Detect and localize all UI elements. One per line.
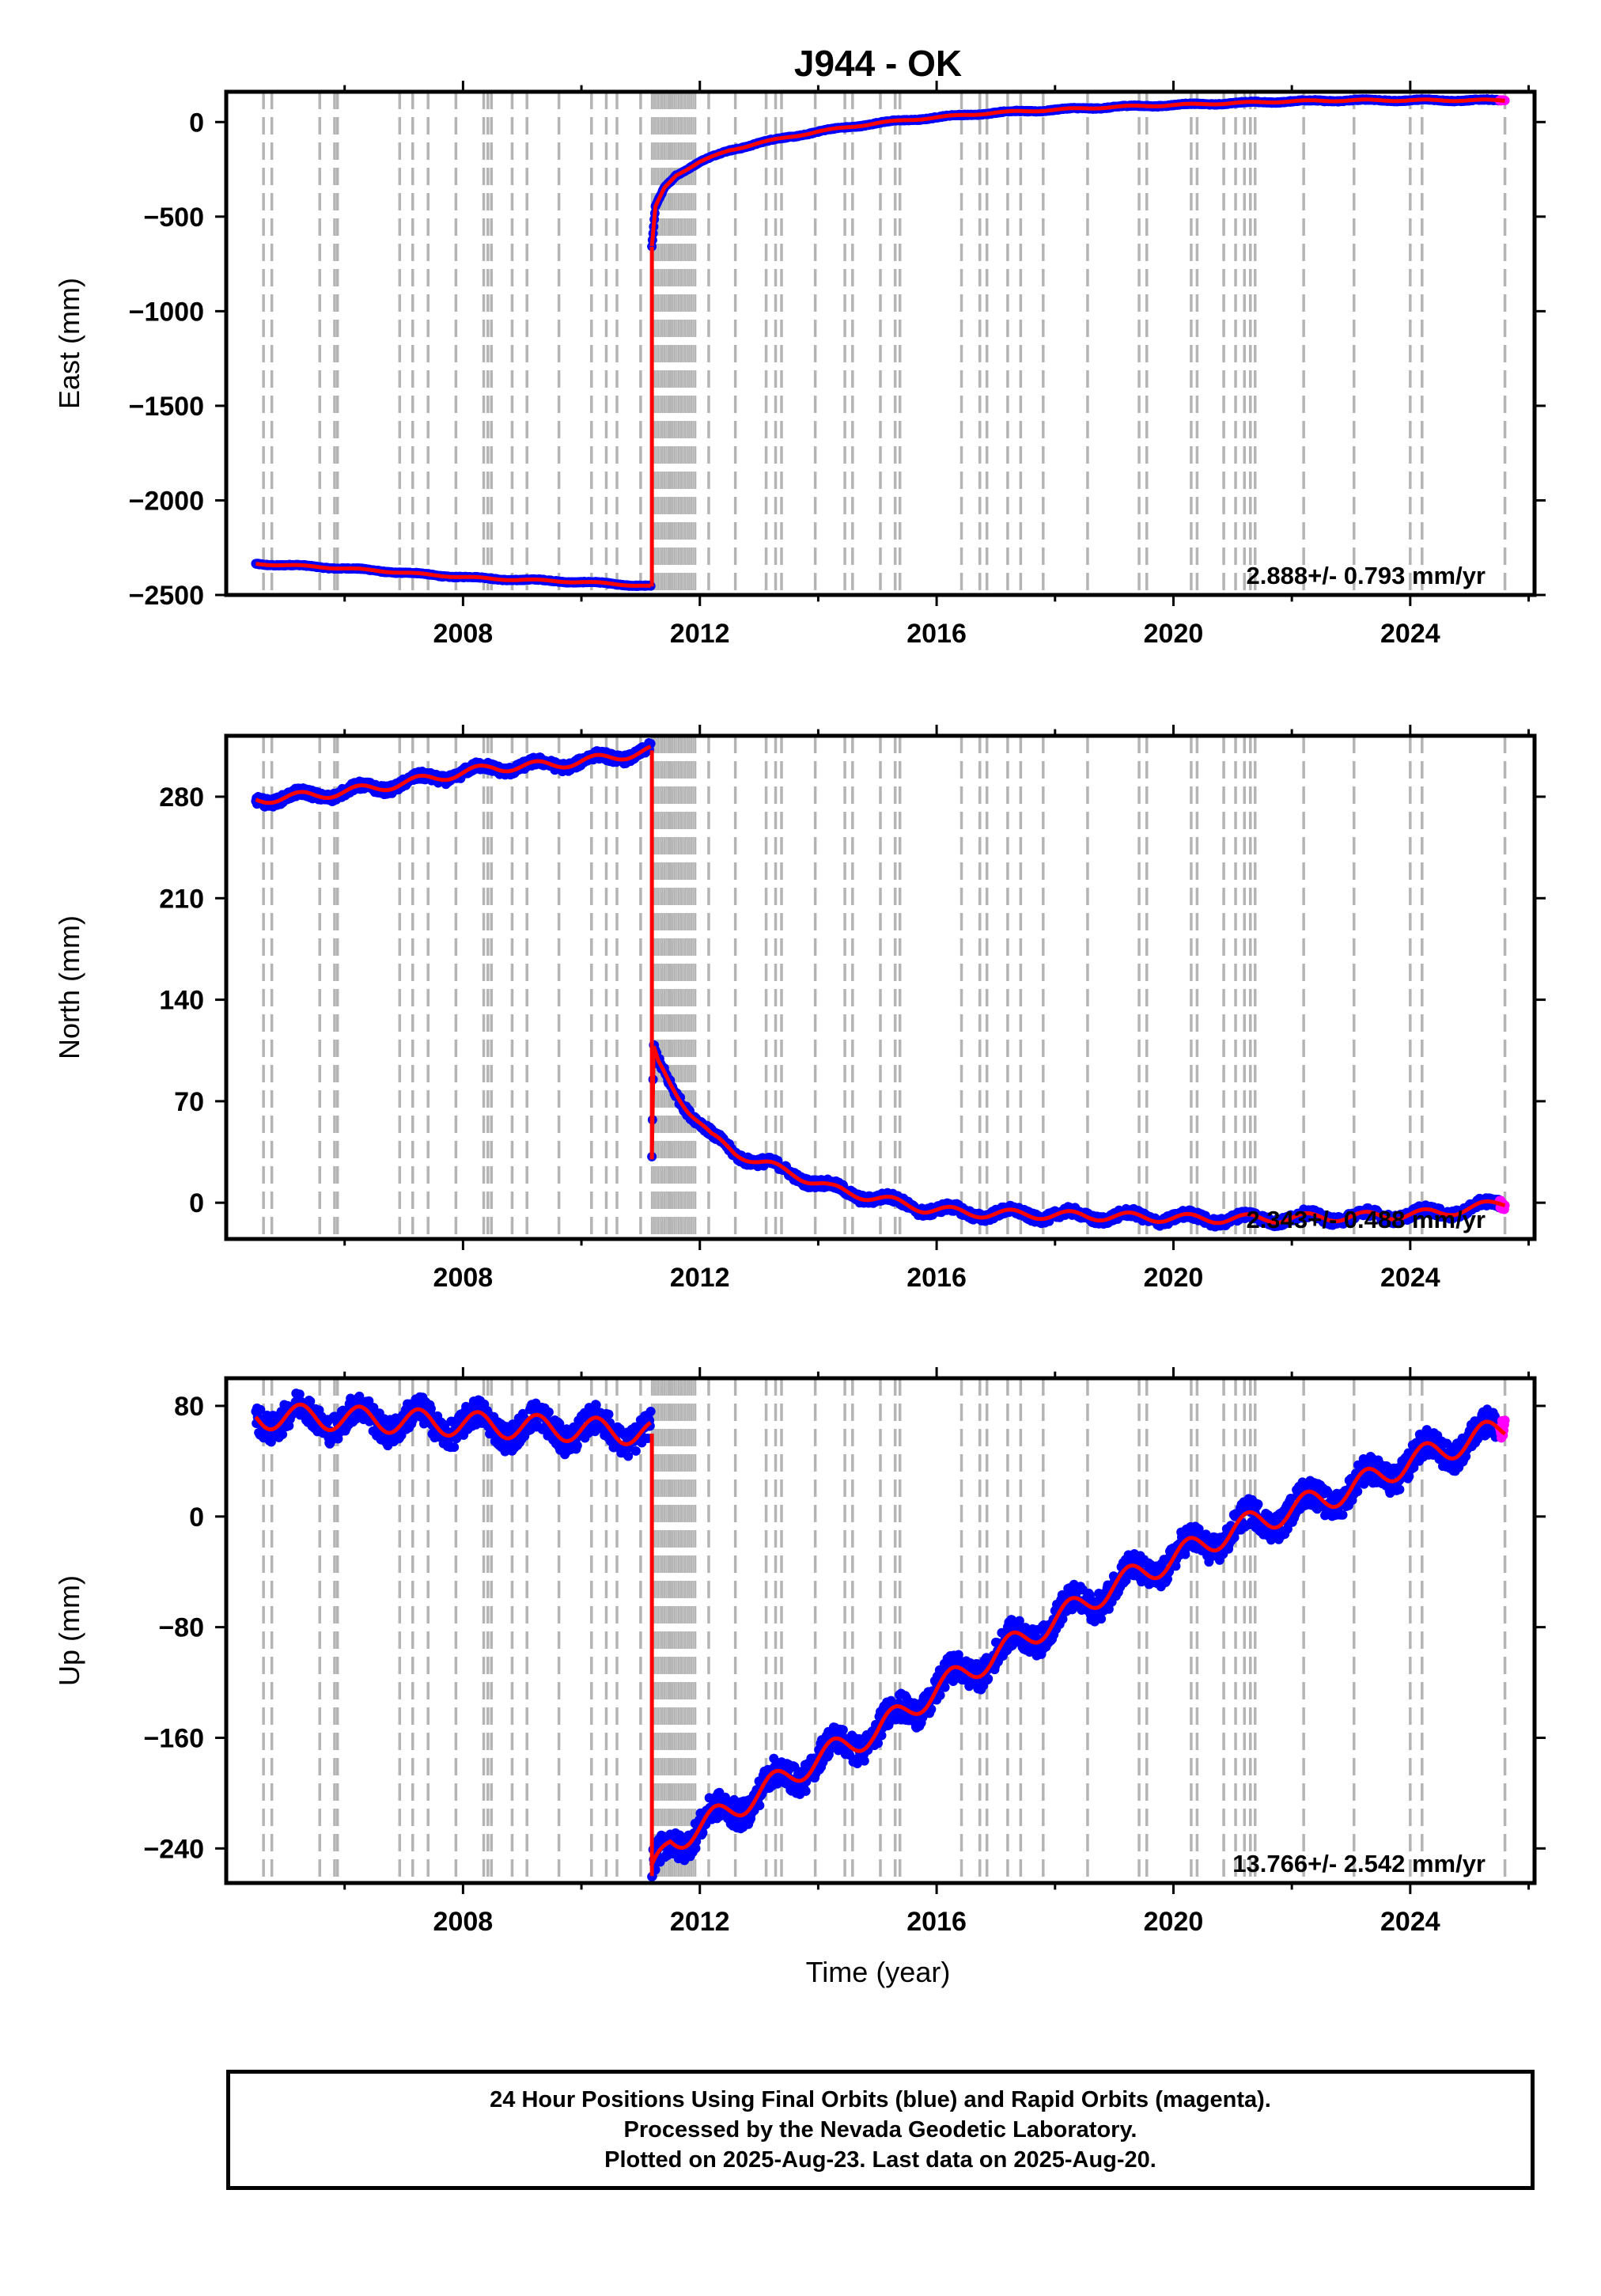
panel-frame [224, 733, 1537, 1241]
y-tick-label: −2500 [129, 581, 205, 611]
panel-north: 2008 2012 2016 2020 2024 280 210 140 70 0 North (m… [53, 725, 1546, 1293]
y-tick-label: 280 [159, 782, 204, 813]
y-tick-label: 140 [159, 986, 204, 1016]
x-tick-label: 2024 [1380, 1263, 1440, 1293]
x-tick-label: 2008 [433, 1263, 494, 1293]
x-tick-label: 2012 [670, 1263, 730, 1293]
rate-label: 2.343+/- 0.488 mm/yr [1247, 1206, 1486, 1233]
y-tick-label: 70 [174, 1087, 204, 1117]
chart-title: J944 - OK [794, 43, 962, 84]
y-tick-label: −2000 [129, 486, 205, 516]
y-axis-label: East (mm) [53, 278, 85, 409]
plot-area-north [251, 736, 1510, 1239]
y-tick-label: −500 [143, 203, 204, 233]
data-point [449, 1442, 460, 1453]
x-tick-label: 2020 [1144, 619, 1204, 649]
y-tick-label: 0 [189, 108, 204, 138]
x-tick-label: 2016 [906, 1263, 967, 1293]
y-tick-label: 0 [189, 1188, 204, 1218]
data-point [426, 1404, 436, 1414]
x-tick-label: 2008 [433, 619, 494, 649]
plot-area-up [251, 1378, 1510, 1883]
y-tick-label: −1500 [129, 392, 205, 422]
panel-east: 2008 2012 2016 2020 2024 0 −500 −1000 −1500 −2000… [53, 81, 1546, 649]
y-tick-label: 210 [159, 884, 204, 914]
x-tick-label: 2020 [1144, 1263, 1204, 1293]
model-fit-line [649, 1045, 1506, 1226]
model-fit-line [255, 562, 651, 588]
model-fit-line [649, 97, 1505, 247]
plot-area-east [251, 92, 1510, 595]
x-tick-label: 2016 [906, 619, 967, 649]
y-axis-label: North (mm) [53, 915, 85, 1059]
panel-frame [224, 89, 1537, 597]
x-tick-label: 2024 [1380, 619, 1440, 649]
model-fit-line [255, 744, 652, 805]
y-tick-label: −1000 [129, 297, 205, 327]
rate-label: 2.888+/- 0.793 mm/yr [1247, 562, 1486, 589]
panels: 2008 2012 2016 2020 2024 0 −500 −1000 −1500 −2000… [53, 81, 1546, 1937]
x-tick-label: 2012 [670, 619, 730, 649]
